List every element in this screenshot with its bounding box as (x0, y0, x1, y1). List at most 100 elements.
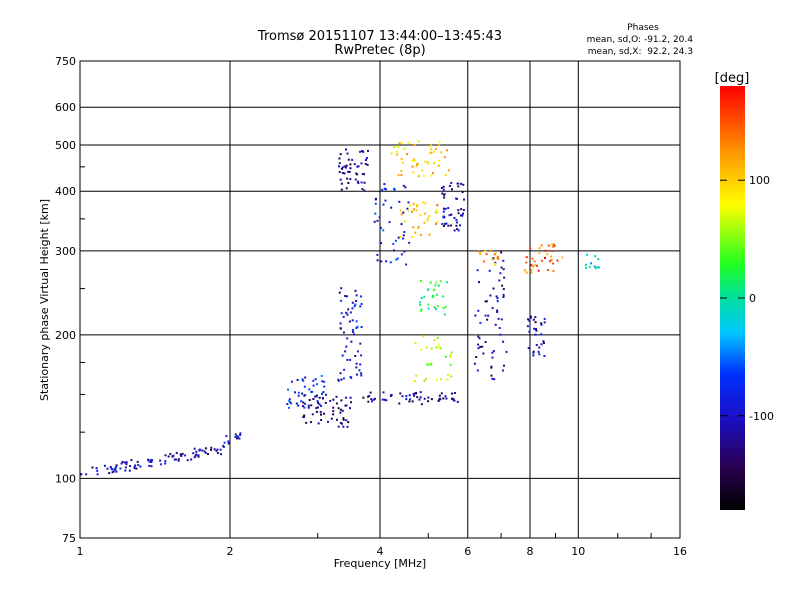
data-point (491, 258, 494, 261)
data-point (164, 462, 167, 465)
data-point (401, 161, 404, 164)
data-point (124, 466, 127, 469)
data-point (439, 280, 442, 283)
data-point (494, 262, 496, 265)
data-point (462, 183, 465, 186)
data-point (384, 188, 387, 191)
data-point (451, 188, 453, 191)
data-point (543, 342, 545, 344)
data-point (388, 221, 391, 224)
data-point (112, 470, 115, 473)
data-point (552, 270, 555, 273)
data-point (496, 300, 499, 303)
data-point (341, 172, 344, 174)
data-point (363, 181, 366, 184)
data-point (227, 442, 230, 445)
data-point (115, 470, 118, 473)
data-point (551, 250, 554, 253)
data-point (427, 303, 430, 306)
data-point (538, 353, 541, 356)
data-point (435, 222, 438, 225)
data-point (236, 437, 238, 440)
data-point (417, 175, 420, 178)
data-point (349, 358, 352, 361)
data-point (419, 310, 422, 313)
data-point (496, 309, 499, 312)
data-point (550, 255, 553, 258)
data-point (395, 258, 398, 261)
data-point (121, 460, 124, 463)
data-point (318, 396, 321, 399)
data-point (360, 181, 363, 184)
data-point (427, 162, 430, 165)
data-point (451, 392, 453, 395)
data-point (427, 307, 430, 310)
data-point (446, 378, 449, 381)
data-point (532, 318, 535, 321)
data-point (499, 333, 502, 336)
data-point (397, 174, 400, 177)
data-point (360, 303, 363, 305)
data-point (349, 167, 352, 170)
data-point (354, 355, 357, 357)
data-point (445, 397, 448, 400)
data-point (346, 337, 349, 340)
y-tick-label: 500 (55, 139, 76, 152)
data-point (79, 473, 82, 476)
data-point (442, 216, 445, 219)
data-point (422, 174, 425, 177)
data-point (535, 328, 537, 330)
data-point (193, 456, 196, 459)
data-point (177, 459, 180, 462)
data-point (493, 253, 496, 256)
data-point (360, 295, 362, 298)
data-point (347, 170, 350, 173)
data-point (419, 396, 422, 399)
data-point (348, 170, 351, 173)
data-point (428, 215, 431, 217)
data-point (348, 320, 351, 323)
data-point (530, 269, 533, 272)
data-point (479, 321, 482, 324)
data-point (403, 220, 406, 223)
data-point (287, 388, 289, 391)
data-point (297, 394, 300, 397)
data-point (433, 150, 436, 153)
data-point (356, 165, 359, 168)
data-point (323, 385, 326, 388)
data-point (207, 453, 209, 455)
data-point (419, 214, 422, 217)
data-point (216, 452, 219, 454)
x-tick-label: 10 (571, 545, 585, 558)
data-point (450, 375, 453, 378)
data-point (362, 396, 365, 399)
data-point (396, 153, 399, 156)
data-point (347, 421, 350, 424)
data-point (481, 345, 484, 348)
data-point (533, 327, 536, 330)
data-point (527, 347, 530, 350)
data-point (416, 203, 419, 206)
data-point (414, 231, 417, 234)
data-point (339, 327, 342, 330)
data-point (378, 216, 381, 219)
data-point (438, 394, 441, 397)
data-point (449, 354, 452, 356)
data-point (357, 165, 360, 168)
data-point (350, 376, 353, 379)
data-point (488, 269, 491, 272)
data-point (316, 383, 318, 386)
data-point (302, 379, 305, 382)
data-point (367, 400, 370, 403)
data-point (534, 321, 537, 324)
data-point (397, 145, 400, 148)
data-point (528, 319, 531, 322)
data-point (402, 237, 405, 240)
data-point (533, 260, 536, 263)
data-point (593, 265, 596, 268)
data-point (234, 435, 237, 438)
data-point (374, 397, 376, 400)
data-point (484, 300, 487, 303)
data-point (406, 153, 409, 156)
data-point (407, 209, 410, 212)
